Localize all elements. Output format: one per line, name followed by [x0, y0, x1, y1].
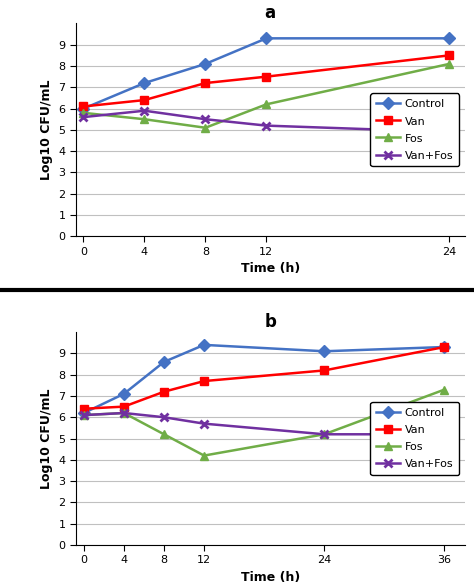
Fos	[81, 110, 86, 117]
Van	[81, 406, 87, 413]
Y-axis label: Log10 CFU/mL: Log10 CFU/mL	[40, 80, 53, 180]
Control	[201, 342, 207, 349]
Fos	[321, 431, 327, 438]
Control	[161, 359, 167, 366]
Van+Fos	[442, 431, 447, 438]
Van+Fos	[142, 107, 147, 114]
Line: Van+Fos: Van+Fos	[80, 409, 449, 438]
Van	[161, 388, 167, 395]
Line: Van+Fos: Van+Fos	[79, 107, 454, 136]
Van	[201, 377, 207, 384]
Van	[81, 103, 86, 110]
Y-axis label: Log10 CFU/mL: Log10 CFU/mL	[40, 389, 53, 489]
Control	[202, 60, 208, 67]
Control	[121, 390, 127, 397]
Van	[442, 343, 447, 350]
Control	[447, 35, 452, 42]
Van+Fos	[81, 114, 86, 121]
Van+Fos	[81, 411, 87, 418]
Title: b: b	[264, 312, 276, 331]
Fos	[81, 411, 87, 418]
Fos	[142, 115, 147, 122]
Van+Fos	[447, 128, 452, 135]
Van	[264, 73, 269, 80]
Line: Fos: Fos	[80, 386, 449, 460]
Van	[447, 52, 452, 59]
Fos	[447, 60, 452, 67]
Control	[264, 35, 269, 42]
Fos	[121, 410, 127, 417]
Control	[81, 105, 86, 112]
Van+Fos	[201, 420, 207, 427]
Van	[202, 80, 208, 87]
Control	[442, 343, 447, 350]
Legend: Control, Van, Fos, Van+Fos: Control, Van, Fos, Van+Fos	[370, 402, 459, 475]
Control	[142, 80, 147, 87]
Fos	[442, 386, 447, 393]
Van+Fos	[321, 431, 327, 438]
Control	[321, 347, 327, 355]
Line: Van: Van	[80, 343, 449, 413]
Line: Control: Control	[80, 340, 449, 417]
Control	[81, 410, 87, 417]
Van	[142, 97, 147, 104]
Line: Fos: Fos	[79, 60, 454, 132]
Line: Van: Van	[79, 51, 454, 111]
Van	[121, 403, 127, 410]
Fos	[264, 101, 269, 108]
Van+Fos	[202, 115, 208, 122]
Fos	[202, 124, 208, 131]
X-axis label: Time (h): Time (h)	[240, 571, 300, 584]
Line: Control: Control	[79, 34, 454, 113]
Van+Fos	[121, 410, 127, 417]
Van+Fos	[264, 122, 269, 129]
Fos	[201, 452, 207, 459]
Fos	[161, 431, 167, 438]
Van	[321, 367, 327, 374]
Van+Fos	[161, 414, 167, 421]
Legend: Control, Van, Fos, Van+Fos: Control, Van, Fos, Van+Fos	[370, 93, 459, 166]
X-axis label: Time (h): Time (h)	[240, 263, 300, 275]
Title: a: a	[264, 4, 276, 22]
